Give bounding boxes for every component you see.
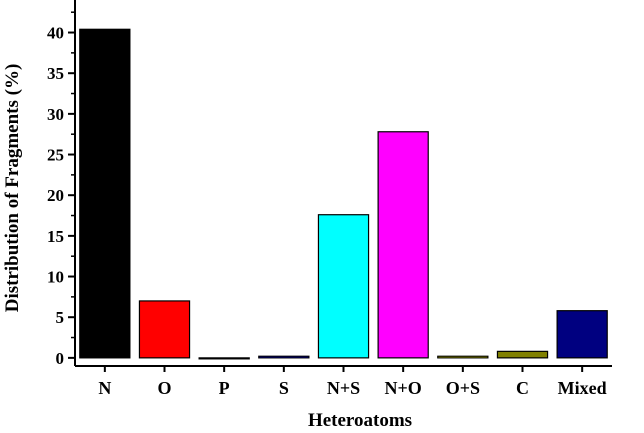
y-tick-label: 10 [47, 268, 64, 287]
y-axis: 0 5 10 15 20 25 30 35 40 [47, 0, 76, 368]
y-tick-label: 25 [47, 146, 64, 165]
x-tick-label: Mixed [558, 378, 607, 398]
bar-N [79, 28, 131, 359]
bar-N+S [317, 214, 370, 359]
y-tick-label: 0 [56, 349, 65, 368]
bar-C [496, 350, 549, 359]
y-axis-title: Distribution of Fragments (%) [2, 64, 23, 313]
x-tick-label: N+O [385, 378, 422, 398]
bar-Mixed [556, 310, 608, 359]
y-tick-label: 35 [47, 64, 64, 83]
bar-N+O [377, 131, 429, 359]
bars-group [79, 28, 608, 360]
x-tick-label: N+S [327, 378, 360, 398]
x-tick-label: S [279, 378, 289, 398]
y-tick-label: 30 [47, 105, 64, 124]
bar-S [258, 355, 310, 359]
x-tick-label: P [219, 378, 230, 398]
bar-O [138, 300, 191, 359]
y-tick-label: 40 [47, 24, 64, 43]
x-tick-label: O [157, 378, 171, 398]
x-tick-label: N [98, 378, 111, 398]
x-tick-label: O+S [446, 378, 480, 398]
bar-O+S [437, 355, 489, 359]
x-axis: N O P S N+S N+O O+S C Mixed [75, 365, 612, 398]
y-tick-label: 5 [56, 308, 65, 327]
bar-P [198, 357, 250, 360]
x-axis-title: Heteroatoms [308, 410, 412, 431]
x-tick-label: C [516, 378, 529, 398]
y-tick-label: 20 [47, 186, 64, 205]
y-tick-label: 15 [47, 227, 64, 246]
